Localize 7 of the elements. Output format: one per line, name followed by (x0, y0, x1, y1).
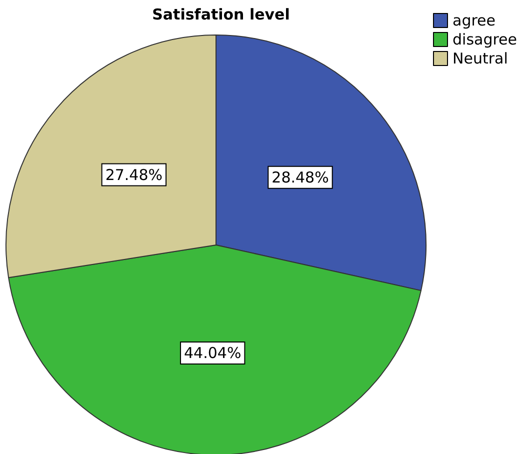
data-label: 27.48% (105, 166, 163, 184)
legend-label: agree (452, 12, 496, 30)
legend-label: disagree (452, 30, 518, 48)
legend-label: Neutral (452, 50, 508, 68)
data-label: 44.04% (184, 344, 242, 362)
data-label: 28.48% (272, 168, 329, 186)
chart-title: Satisfation level (152, 6, 290, 24)
